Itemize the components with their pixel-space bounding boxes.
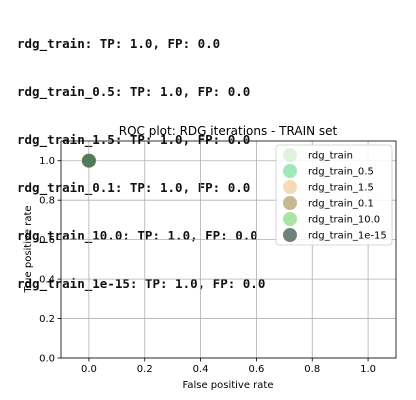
y-tick-label: 1.0: [39, 156, 55, 167]
legend-marker: [283, 164, 297, 178]
output-line: rdg_train_1.5: TP: 1.0, FP: 0.0: [17, 132, 251, 147]
legend-label: rdg_train_1e-15: [308, 231, 387, 242]
x-tick-label: 0.0: [81, 364, 97, 375]
legend-label: rdg_train_0.1: [308, 199, 374, 210]
legend-marker: [283, 180, 297, 194]
legend-marker: [283, 148, 297, 162]
legend: rdg_train rdg_train_0.5 rdg_train_1.5 rdg_t…: [275, 144, 393, 246]
data-point: [81, 153, 96, 168]
plot-frame: [60, 140, 397, 359]
y-tick-label: 0.6: [39, 235, 55, 246]
legend-box: [275, 144, 393, 246]
legend-label: rdg_train_0.5: [308, 167, 374, 178]
x-tick-label: 0.8: [304, 364, 320, 375]
y-tick-label: 0.8: [39, 196, 55, 207]
x-axis-label: False positive rate: [183, 380, 274, 391]
y-tick-label: 0.4: [39, 275, 55, 286]
x-tick-label: 1.0: [360, 364, 376, 375]
data-points: [81, 153, 96, 168]
chart-title: ROC plot: RDG iterations - TRAIN set: [119, 124, 338, 138]
y-tick-label: 0.0: [39, 354, 55, 365]
legend-label: rdg_train_1.5: [308, 183, 374, 194]
axis-ticks: 0.0 0.2 0.4 0.6 0.8 1.0 0.0 0.2 0.4 0.6 0.8 1.0: [39, 156, 376, 375]
output-line: rdg_train_0.5: TP: 1.0, FP: 0.0: [17, 84, 251, 99]
output-line: rdg_train_1e-15: TP: 1.0, FP: 0.0: [17, 276, 266, 291]
x-tick-label: 0.6: [248, 364, 264, 375]
output-line: rdg_train_0.1: TP: 1.0, FP: 0.0: [17, 180, 251, 195]
y-tick-label: 0.2: [39, 314, 55, 325]
legend-label: rdg_train_10.0: [308, 215, 380, 226]
y-axis-label: True positive rate: [23, 205, 34, 293]
output-line: rdg_train: TP: 1.0, FP: 0.0: [17, 36, 221, 51]
legend-marker: [283, 212, 297, 226]
x-tick-label: 0.2: [137, 364, 153, 375]
x-tick-label: 0.4: [193, 364, 209, 375]
legend-marker: [283, 196, 297, 210]
legend-label: rdg_train: [308, 151, 353, 162]
legend-marker: [283, 228, 297, 242]
